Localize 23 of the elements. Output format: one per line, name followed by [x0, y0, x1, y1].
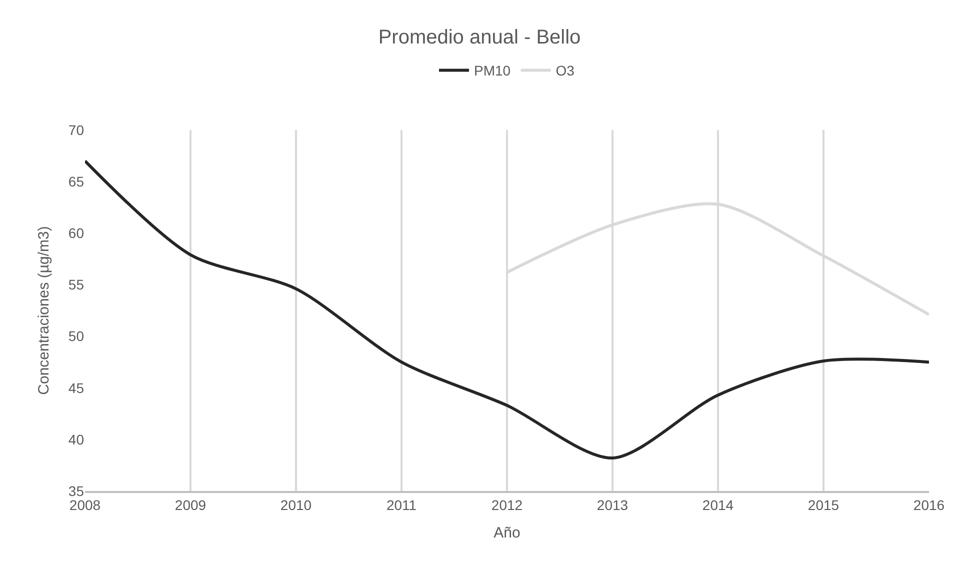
- y-tick-label: 65: [68, 173, 84, 190]
- y-tick-label: 45: [68, 380, 84, 396]
- x-tick-label: 2009: [174, 496, 206, 513]
- x-tick-label: 2014: [702, 496, 734, 513]
- y-tick-label: 55: [68, 276, 84, 293]
- y-tick-label: 50: [68, 328, 84, 344]
- y-tick-label: 40: [68, 431, 84, 448]
- x-tick-label: 2015: [808, 496, 840, 513]
- x-tick-label: 2016: [913, 496, 945, 513]
- x-tick-label: 2010: [280, 496, 312, 513]
- line-series: [85, 159, 929, 460]
- chart-title: Promedio anual - Bello: [378, 26, 581, 48]
- y-tick-label: 60: [68, 225, 84, 242]
- legend-label: O3: [556, 62, 575, 79]
- x-tick-label: 2011: [386, 496, 417, 513]
- y-tick-label: 70: [68, 122, 84, 138]
- legend-label: PM10: [474, 62, 511, 79]
- y-tick-label: 35: [68, 482, 84, 499]
- x-tick-label: 2013: [596, 496, 628, 513]
- x-axis-title: Año: [494, 524, 520, 542]
- x-tick-label: 2008: [69, 496, 101, 513]
- x-tick-label: 2012: [491, 496, 523, 513]
- y-axis-title: Concentraciones (µg/m3): [36, 226, 53, 395]
